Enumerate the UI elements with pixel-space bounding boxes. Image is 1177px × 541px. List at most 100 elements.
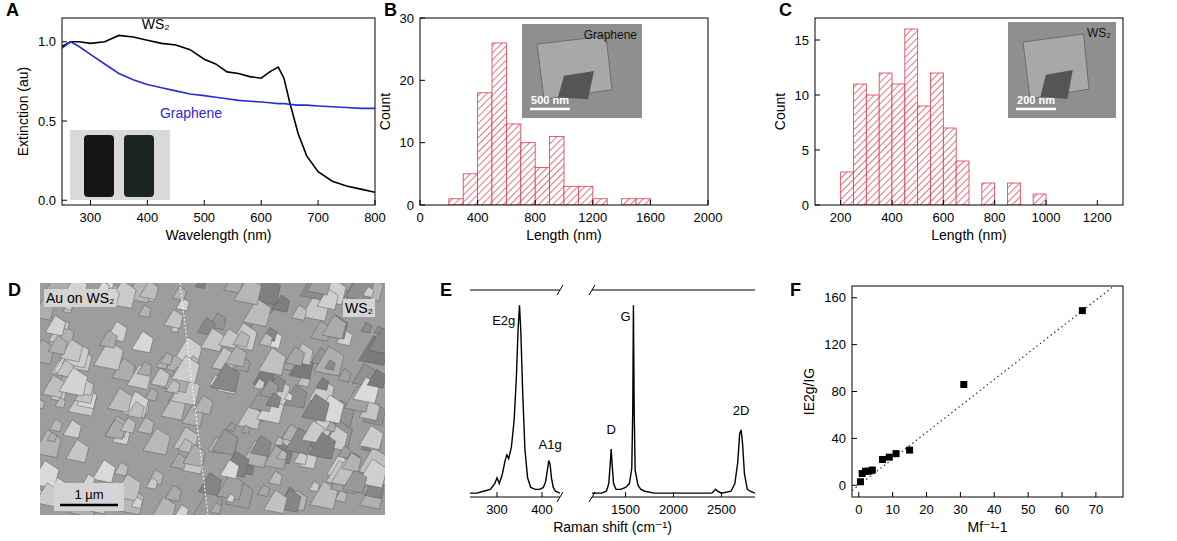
panel-letter: D bbox=[8, 280, 21, 300]
x-tick-label: 400 bbox=[467, 210, 489, 225]
flake bbox=[241, 425, 250, 434]
flake bbox=[284, 385, 307, 408]
x-axis-title: Raman shift (cm⁻¹) bbox=[553, 519, 672, 535]
y-tick-label: 15 bbox=[795, 33, 809, 48]
x-tick-label: 400 bbox=[531, 502, 553, 517]
flake bbox=[233, 331, 250, 348]
y-tick bbox=[852, 297, 857, 298]
x-tick-label: 60 bbox=[1055, 502, 1069, 517]
label-patch bbox=[54, 483, 124, 511]
flake bbox=[49, 419, 62, 432]
y-tick bbox=[815, 150, 820, 151]
flake bbox=[164, 310, 183, 329]
point bbox=[857, 478, 864, 485]
point bbox=[893, 450, 900, 457]
x-tick bbox=[535, 200, 536, 205]
bar bbox=[492, 43, 506, 205]
bar bbox=[521, 143, 535, 205]
peak-label: E2g bbox=[492, 313, 515, 328]
series-label: Graphene bbox=[160, 105, 222, 121]
scale-bar-label: 500 nm bbox=[531, 94, 569, 106]
x-tick-label: 10 bbox=[885, 502, 899, 517]
scale-bar bbox=[60, 504, 118, 507]
flake bbox=[132, 331, 154, 353]
top-axis-line bbox=[592, 290, 755, 291]
flake bbox=[131, 497, 143, 509]
sem-texture bbox=[40, 283, 385, 515]
flake bbox=[42, 375, 65, 398]
y-tick bbox=[852, 485, 857, 486]
bar bbox=[449, 199, 463, 205]
image-label: Au on WS₂ bbox=[46, 290, 114, 306]
point bbox=[906, 447, 913, 454]
y-tick bbox=[852, 438, 857, 439]
flake bbox=[326, 421, 336, 431]
flake bbox=[537, 36, 612, 99]
flake bbox=[146, 478, 158, 490]
x-tick bbox=[721, 492, 722, 497]
y-tick bbox=[62, 41, 67, 42]
x-tick-label: 700 bbox=[307, 210, 329, 225]
panel: 300400150020002500E2gA1gDG2DRaman shift … bbox=[470, 285, 755, 535]
flake bbox=[325, 360, 336, 371]
flake bbox=[172, 286, 186, 300]
bar bbox=[550, 136, 564, 205]
bar bbox=[905, 29, 918, 205]
line bbox=[592, 305, 755, 493]
image-label: WS₂ bbox=[345, 300, 373, 316]
flake bbox=[226, 494, 234, 502]
x-tick bbox=[204, 200, 205, 205]
x-axis-line bbox=[470, 497, 560, 498]
x-tick-label: 800 bbox=[524, 210, 546, 225]
top-axis-line bbox=[470, 290, 560, 291]
y-tick bbox=[815, 95, 820, 96]
plot-frame bbox=[62, 18, 375, 205]
x-tick bbox=[1062, 492, 1063, 497]
flake bbox=[166, 380, 180, 394]
peak-label: 2D bbox=[733, 403, 750, 418]
x-tick-label: 30 bbox=[953, 502, 967, 517]
y-tick-label: 0 bbox=[407, 198, 414, 213]
panel-letter: E bbox=[440, 280, 452, 300]
flake bbox=[309, 432, 336, 459]
x-tick-label: 1000 bbox=[1032, 210, 1061, 225]
y-tick-label: 160 bbox=[824, 290, 846, 305]
x-tick-label: 0 bbox=[855, 502, 862, 517]
x-tick bbox=[542, 492, 543, 497]
flake bbox=[140, 283, 159, 300]
flake bbox=[361, 322, 372, 333]
flake bbox=[257, 485, 269, 497]
flake bbox=[45, 315, 65, 335]
flake bbox=[137, 417, 154, 434]
bar bbox=[622, 199, 636, 205]
flake bbox=[322, 315, 346, 339]
x-axis-title: Length (nm) bbox=[931, 227, 1006, 243]
flake bbox=[108, 388, 132, 412]
x-tick bbox=[926, 492, 927, 497]
y-tick-label: 80 bbox=[832, 384, 846, 399]
flake bbox=[277, 450, 287, 460]
x-tick-label: 40 bbox=[987, 502, 1001, 517]
bar bbox=[463, 174, 477, 205]
x-tick bbox=[261, 200, 262, 205]
axis-break bbox=[589, 492, 595, 502]
bar bbox=[564, 186, 578, 205]
x-tick bbox=[592, 200, 593, 205]
figure: 3004005006007008000.00.51.0Wavelength (n… bbox=[0, 0, 1177, 541]
flake bbox=[266, 393, 281, 408]
flake bbox=[309, 481, 319, 491]
y-tick bbox=[420, 80, 425, 81]
bar bbox=[931, 73, 944, 205]
point bbox=[1079, 307, 1086, 314]
micrograph-inset: Graphene500 nm bbox=[522, 24, 642, 118]
x-tick bbox=[892, 200, 893, 205]
x-tick bbox=[994, 492, 995, 497]
x-tick bbox=[1097, 200, 1098, 205]
axis-break bbox=[589, 285, 595, 295]
x-tick-label: 1500 bbox=[611, 502, 640, 517]
flake bbox=[195, 283, 206, 289]
x-tick-label: 500 bbox=[193, 210, 215, 225]
y-tick-label: 5 bbox=[802, 143, 809, 158]
y-axis-title: IE2g/IG bbox=[801, 368, 817, 415]
scale-bar-label: 200 nm bbox=[1017, 94, 1055, 106]
